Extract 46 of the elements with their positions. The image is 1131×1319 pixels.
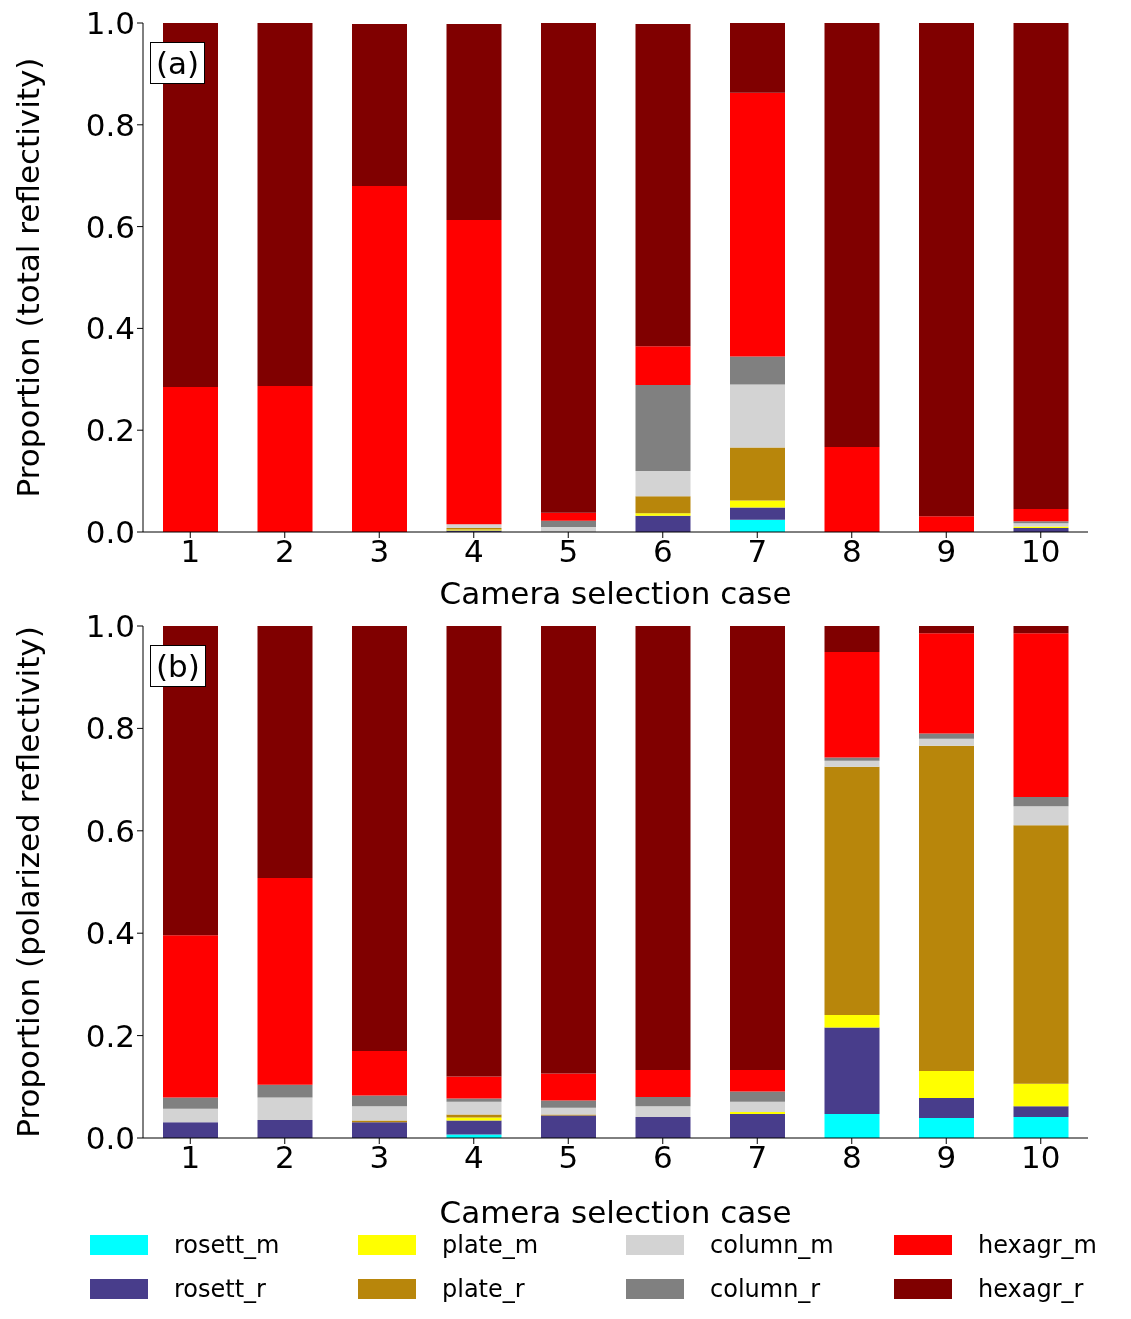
x-tick-label: 8: [841, 1139, 862, 1176]
x-tick-label: 4: [463, 1139, 484, 1176]
x-tick-label: 9: [936, 1139, 957, 1176]
x-axis-title: Camera selection case: [439, 575, 792, 611]
legend-label: plate_r: [442, 1275, 525, 1303]
x-tick-label: 4: [463, 533, 484, 570]
y-tick-label: 1.0: [85, 608, 135, 645]
y-tick-label: 0.6: [85, 812, 135, 849]
x-tick-label: 6: [652, 533, 673, 570]
x-axis-title: Camera selection case: [439, 1194, 792, 1230]
y-tick-label: 0.0: [85, 514, 135, 551]
legend-label: rosett_r: [174, 1275, 266, 1303]
x-tick-label: 3: [369, 533, 390, 570]
x-tick-label: 7: [747, 533, 768, 570]
x-tick-label: 10: [1021, 1139, 1061, 1176]
x-tick-label: 1: [180, 1139, 201, 1176]
x-tick-label: 5: [558, 533, 579, 570]
legend-label: hexagr_r: [978, 1275, 1084, 1303]
x-tick-label: 1: [180, 533, 201, 570]
y-axis-title: Proportion (total reflectivity): [10, 57, 46, 498]
annotation: (b): [150, 645, 206, 687]
legend-label: column_r: [710, 1275, 821, 1303]
x-tick-label: 8: [841, 533, 862, 570]
x-tick-label: 2: [274, 1139, 295, 1176]
x-tick-label: 9: [936, 533, 957, 570]
y-axis-title: Proportion (polarized reflectivity): [10, 626, 46, 1138]
y-tick-label: 0.2: [85, 1017, 135, 1054]
x-tick-label: 2: [274, 533, 295, 570]
y-tick-label: 0.4: [85, 915, 135, 952]
legend-label: rosett_m: [174, 1231, 280, 1259]
annotation: (a): [150, 42, 206, 84]
y-tick-label: 0.6: [85, 208, 135, 245]
x-tick-label: 6: [652, 1139, 673, 1176]
legend-label: plate_m: [442, 1231, 539, 1259]
y-tick-label: 0.8: [85, 710, 135, 747]
y-tick-label: 0.8: [85, 106, 135, 143]
x-tick-label: 3: [369, 1139, 390, 1176]
y-tick-label: 0.2: [85, 412, 135, 449]
legend-label: hexagr_m: [978, 1231, 1097, 1259]
x-tick-label: 10: [1021, 533, 1061, 570]
y-tick-label: 0.0: [85, 1120, 135, 1157]
y-tick-label: 0.4: [85, 310, 135, 347]
x-tick-label: 7: [747, 1139, 768, 1176]
x-tick-label: 5: [558, 1139, 579, 1176]
legend-label: column_m: [710, 1231, 834, 1259]
y-tick-label: 1.0: [85, 5, 135, 42]
